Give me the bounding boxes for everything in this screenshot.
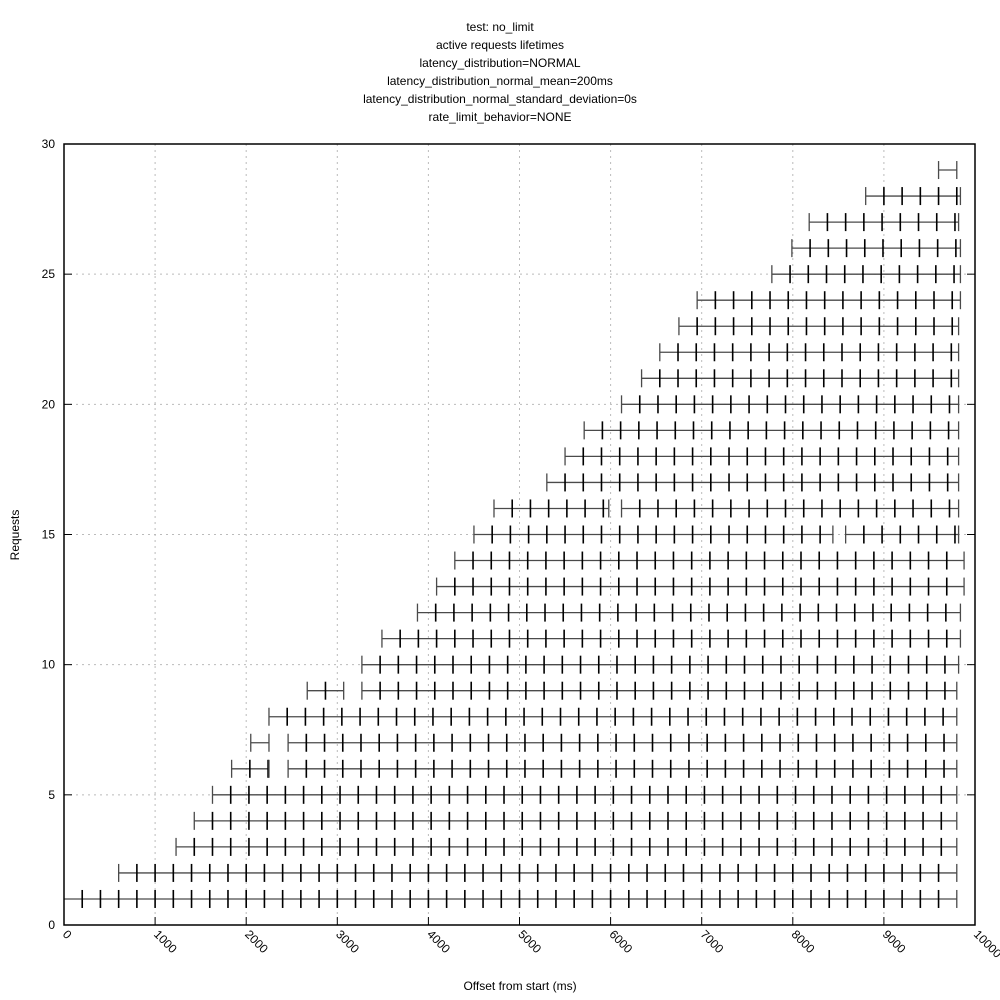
lifetime-row xyxy=(416,603,962,622)
y-tick-label: 20 xyxy=(42,397,56,411)
lifetime-row xyxy=(620,395,960,414)
chart-title-block: test: no_limit active requests lifetimes… xyxy=(0,18,1000,126)
lifetime-row xyxy=(865,187,962,206)
chart-subtitle-5: rate_limit_behavior=NONE xyxy=(428,110,572,124)
x-tick-label: 2000 xyxy=(242,927,271,956)
lifetime-row xyxy=(564,447,960,466)
lifetime-row xyxy=(454,551,965,570)
chart-subtitle-2: latency_distribution=NORMAL xyxy=(419,56,581,70)
chart-subtitle-1: active requests lifetimes xyxy=(435,38,565,52)
lifetime-row xyxy=(193,811,958,830)
y-tick-label: 0 xyxy=(48,918,55,932)
y-tick-label: 5 xyxy=(48,788,55,802)
lifetime-row xyxy=(546,473,960,492)
lifetime-row xyxy=(361,655,960,674)
lifetime-row xyxy=(435,577,965,596)
lifetime-row xyxy=(250,733,958,752)
lifetime-row xyxy=(175,837,958,856)
lifetime-row xyxy=(306,681,958,700)
x-tick-label: 1000 xyxy=(151,927,180,956)
lifetime-row xyxy=(118,863,958,882)
x-axis-label: Offset from start (ms) xyxy=(463,979,577,993)
lifetime-row xyxy=(771,265,962,284)
x-tick-label: 6000 xyxy=(606,927,635,956)
x-tick-label: 9000 xyxy=(880,927,909,956)
x-tick-label: 8000 xyxy=(789,927,818,956)
y-tick-label: 25 xyxy=(42,267,56,281)
chart-title: test: no_limit xyxy=(466,20,534,34)
y-tick-label: 10 xyxy=(42,658,56,672)
chart-subtitle-4: latency_distribution_normal_standard_dev… xyxy=(363,92,637,106)
lifetime-row xyxy=(268,707,958,726)
x-tick-label: 0 xyxy=(60,927,75,942)
x-tick-label: 4000 xyxy=(424,927,453,956)
lifetime-row xyxy=(64,889,958,908)
y-tick-label: 30 xyxy=(42,137,56,151)
lifetime-row xyxy=(640,369,960,388)
lifetime-row xyxy=(493,499,960,518)
x-tick-label: 7000 xyxy=(698,927,727,956)
lifetime-row xyxy=(678,317,960,336)
lifetime-row xyxy=(791,239,962,258)
y-axis-label: Requests xyxy=(8,509,22,561)
lifetime-row xyxy=(659,343,960,362)
request-lifetime-rows xyxy=(64,161,965,908)
x-tick-label: 3000 xyxy=(333,927,362,956)
lifetime-row xyxy=(211,785,958,804)
lifetime-row xyxy=(583,421,960,440)
chart-subtitle-3: latency_distribution_normal_mean=200ms xyxy=(387,74,613,88)
y-tick-label: 15 xyxy=(42,528,56,542)
lifetime-row xyxy=(808,213,960,232)
lifetime-row xyxy=(230,759,958,778)
axes: 0 5 10 15 20 25 30 0 1000 2000 3000 4000 5000 6000 700… xyxy=(42,137,1000,961)
x-tick-label: 10000 xyxy=(971,927,1000,961)
x-tick-label: 5000 xyxy=(515,927,544,956)
lifetime-row xyxy=(381,629,962,648)
lifetime-row xyxy=(473,525,960,544)
lifetime-row xyxy=(937,161,958,180)
lifetime-row xyxy=(696,291,962,310)
